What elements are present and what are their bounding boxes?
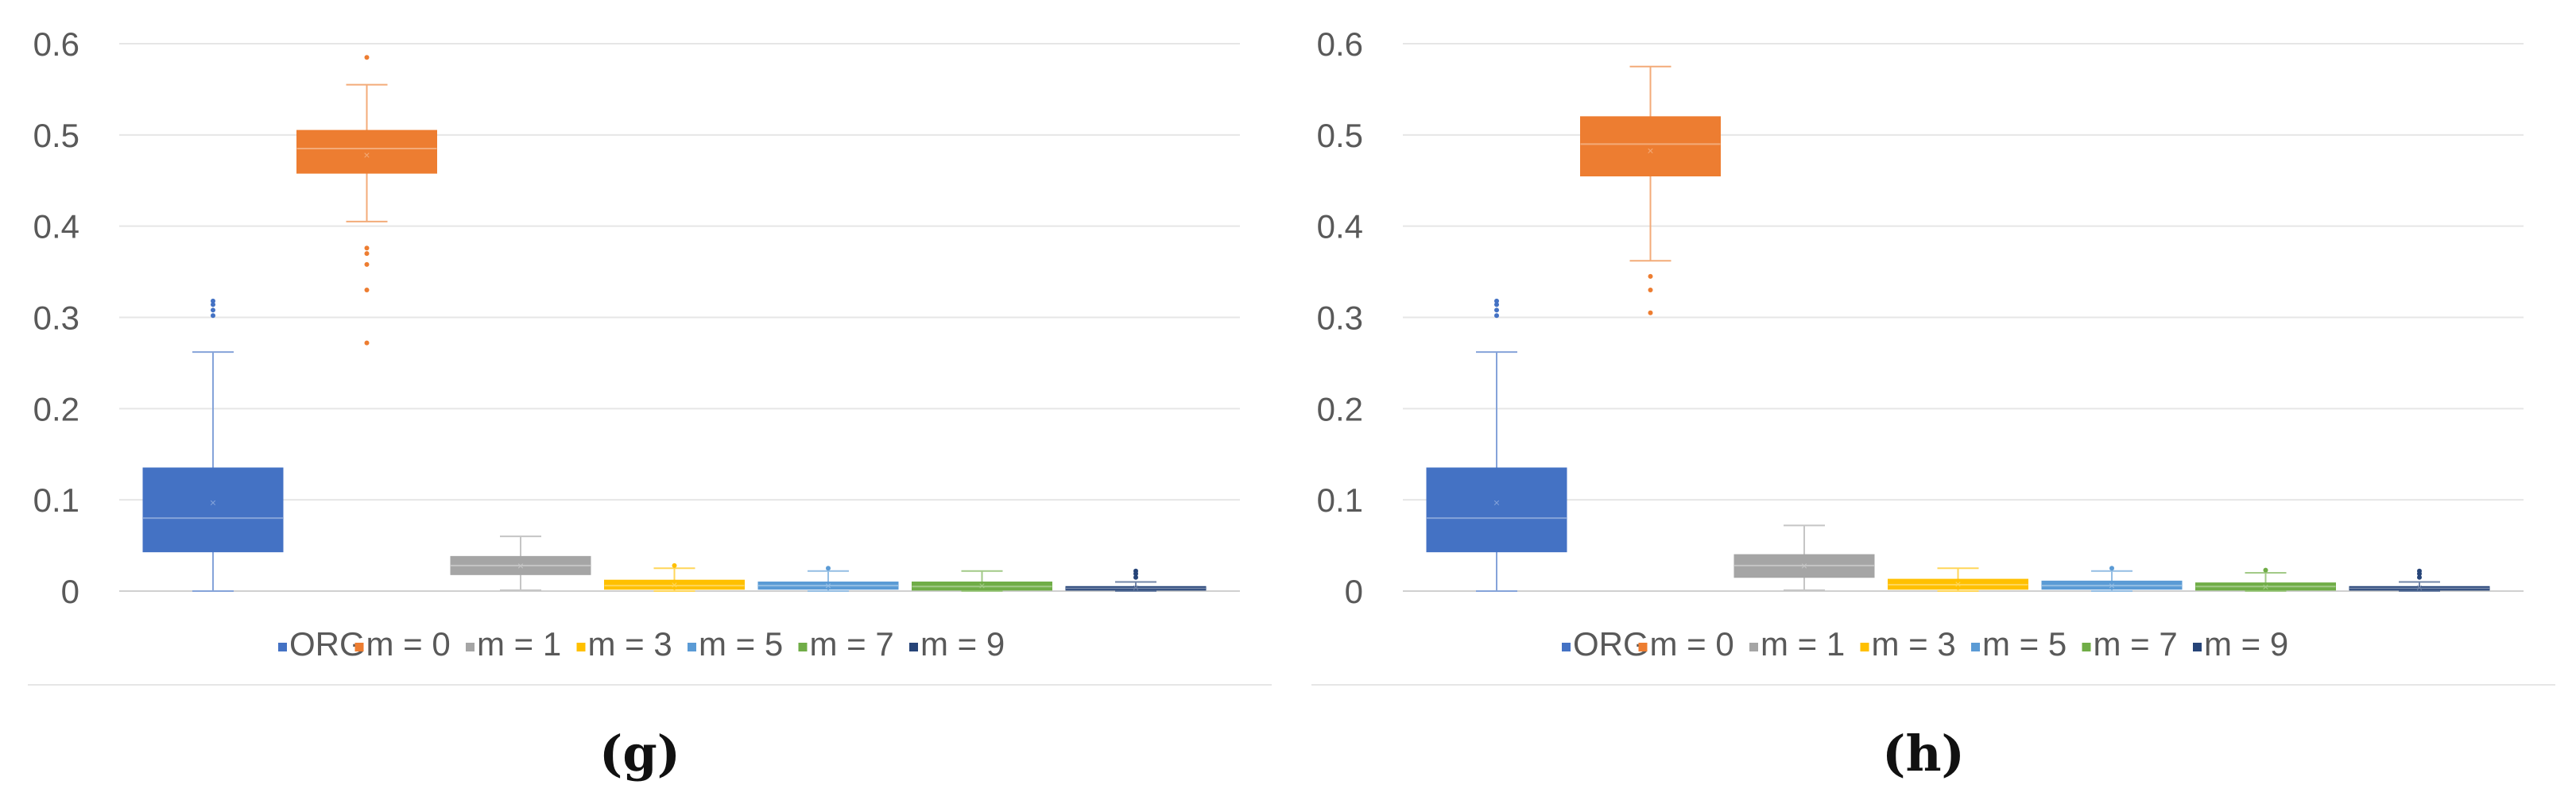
outlier-point — [211, 298, 215, 303]
outlier-point — [364, 261, 370, 267]
y-tick-label: 0 — [61, 573, 79, 610]
legend-swatch — [909, 643, 918, 651]
mean-marker: × — [1493, 497, 1500, 509]
legend-label: m = 7 — [2094, 625, 2178, 663]
outlier-point — [2263, 567, 2268, 573]
outlier-point — [364, 245, 370, 251]
legend-label: m = 9 — [920, 625, 1005, 663]
y-tick-label: 0.3 — [33, 300, 79, 337]
outlier-point — [1648, 310, 1653, 315]
legend-label: m = 0 — [366, 625, 451, 663]
y-tick-label: 0 — [1345, 573, 1363, 610]
outlier-point — [211, 313, 215, 319]
outlier-point — [672, 562, 677, 568]
box-m-0 — [296, 129, 437, 174]
panel-label: (g) — [599, 725, 680, 783]
y-tick-label: 0.4 — [33, 208, 79, 245]
legend-swatch — [1638, 643, 1648, 651]
mean-marker: × — [825, 579, 831, 592]
legend-label: m = 7 — [810, 625, 894, 663]
legend-swatch — [1562, 643, 1571, 651]
legend-label: m = 0 — [1650, 625, 1734, 663]
y-tick-label: 0.1 — [33, 481, 79, 519]
outlier-point — [1133, 568, 1138, 574]
chart-panel-g: 0 0.1 0.2 0.3 0.4 0.5 0.6 × × × × × × × ORG m = 0 m = 1 m… — [28, 25, 1272, 783]
legend-swatch — [1860, 643, 1869, 651]
outlier-point — [364, 340, 370, 346]
mean-marker: × — [1801, 559, 1807, 572]
mean-marker: × — [671, 578, 677, 591]
outlier-point — [2417, 568, 2422, 574]
legend-swatch — [2193, 643, 2202, 651]
y-tick-label: 0.4 — [1317, 208, 1363, 245]
legend-swatch — [466, 643, 475, 651]
box-org — [1426, 467, 1567, 553]
mean-marker: × — [517, 559, 524, 572]
mean-marker: × — [363, 149, 370, 161]
legend-swatch — [688, 643, 696, 651]
outlier-point — [1494, 302, 1499, 307]
outlier-point — [211, 307, 215, 313]
outlier-point — [1648, 288, 1653, 293]
outlier-point — [364, 288, 370, 293]
legend-swatch — [2082, 643, 2091, 651]
legend-label: ORG — [289, 625, 366, 663]
legend-swatch — [1971, 643, 1980, 651]
y-tick-label: 0.6 — [1317, 25, 1363, 63]
legend-label: m = 3 — [1872, 625, 1956, 663]
outlier-point — [1494, 313, 1499, 319]
panel-label: (h) — [1882, 725, 1965, 783]
mean-marker: × — [1954, 578, 1961, 590]
mean-marker: × — [210, 497, 216, 509]
legend-swatch — [798, 643, 808, 651]
chart-panel-h: 0 0.1 0.2 0.3 0.4 0.5 0.6 × × × × × × × ORG m = 0 m = 1 m… — [1311, 25, 2555, 783]
legend-label: m = 5 — [699, 625, 783, 663]
y-tick-label: 0.5 — [33, 117, 79, 154]
mean-marker: × — [1133, 581, 1139, 593]
y-tick-label: 0.5 — [1317, 117, 1363, 154]
box-m-0 — [1580, 116, 1721, 177]
legend-swatch — [278, 643, 287, 651]
outlier-point — [211, 302, 215, 307]
outlier-point — [2109, 566, 2114, 571]
outlier-point — [1494, 298, 1499, 303]
legend-label: m = 9 — [2204, 625, 2288, 663]
outlier-point — [364, 251, 370, 257]
y-tick-label: 0.1 — [1317, 481, 1363, 519]
mean-marker: × — [1647, 144, 1653, 157]
y-tick-label: 0.3 — [1317, 300, 1363, 337]
legend-swatch — [354, 643, 364, 651]
y-tick-label: 0.2 — [1317, 390, 1363, 427]
outlier-point — [2417, 574, 2422, 580]
mean-marker: × — [2109, 579, 2115, 592]
legend-label: m = 5 — [1982, 625, 2067, 663]
y-tick-label: 0.6 — [33, 25, 79, 63]
mean-marker: × — [978, 579, 985, 592]
legend-label: m = 3 — [588, 625, 672, 663]
mean-marker: × — [2416, 581, 2423, 593]
legend-swatch — [1749, 643, 1758, 651]
outlier-point — [364, 55, 370, 60]
legend-label: m = 1 — [1761, 625, 1845, 663]
y-tick-label: 0.2 — [33, 390, 79, 427]
mean-marker: × — [2262, 580, 2268, 593]
legend-label: ORG — [1573, 625, 1649, 663]
box-org — [142, 467, 284, 553]
legend-label: m = 1 — [477, 625, 561, 663]
outlier-point — [1648, 273, 1653, 279]
outlier-point — [1133, 574, 1138, 580]
outlier-point — [826, 566, 831, 571]
legend-swatch — [576, 643, 586, 651]
outlier-point — [1494, 307, 1499, 313]
box-m-3 — [604, 579, 745, 590]
